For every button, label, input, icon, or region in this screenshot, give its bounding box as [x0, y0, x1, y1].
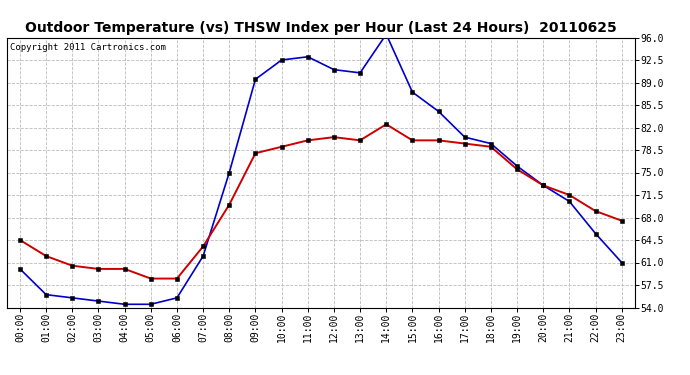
Text: Copyright 2011 Cartronics.com: Copyright 2011 Cartronics.com: [10, 43, 166, 52]
Title: Outdoor Temperature (vs) THSW Index per Hour (Last 24 Hours)  20110625: Outdoor Temperature (vs) THSW Index per …: [25, 21, 617, 35]
